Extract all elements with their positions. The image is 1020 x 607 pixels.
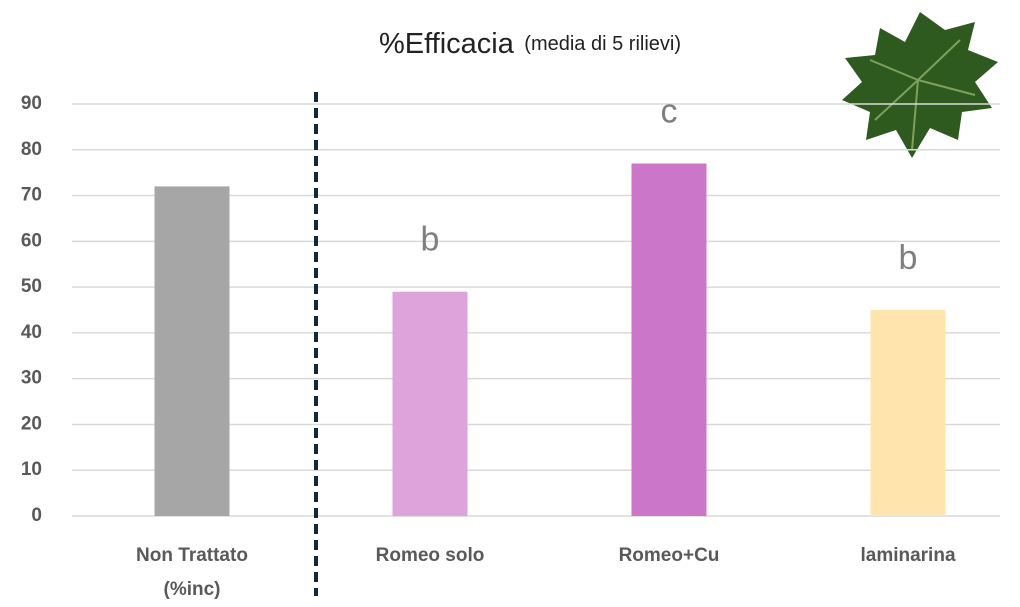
y-tick-label: 50 [21,276,42,297]
y-tick-label: 60 [21,230,42,251]
subtitle: (media di 5 rilievi) [524,33,681,55]
x-tick-label: Romeo+Cu [619,545,720,566]
y-tick-label: 70 [21,185,42,206]
y-tick-label: 90 [21,93,42,114]
leaf-icon [842,12,998,158]
y-tick-label: 40 [21,322,42,343]
significance-letter: b [421,221,440,259]
x-tick-label: Non Trattato [136,545,248,566]
x-tick-label: (%inc) [164,579,221,600]
y-tick-label: 10 [21,459,42,480]
y-tick-label: 30 [21,368,42,389]
y-tick-label: 0 [31,505,42,526]
x-tick-label: laminarina [860,545,955,566]
y-tick-label: 20 [21,413,42,434]
significance-letter: c [661,92,678,130]
bar [871,310,946,516]
bar [393,292,468,516]
y-tick-label: 80 [21,139,42,160]
leaf [842,12,998,158]
chart: %Efficacia (media di 5 rilievi) 0 10 20 30 4… [0,0,1020,607]
chart-title: %Efficacia (media di 5 rilievi) [379,28,681,60]
x-tick-label: Romeo solo [376,545,485,566]
bar [155,186,230,516]
title: %Efficacia [379,28,515,60]
significance-letter: b [899,239,918,277]
bar [632,164,707,516]
